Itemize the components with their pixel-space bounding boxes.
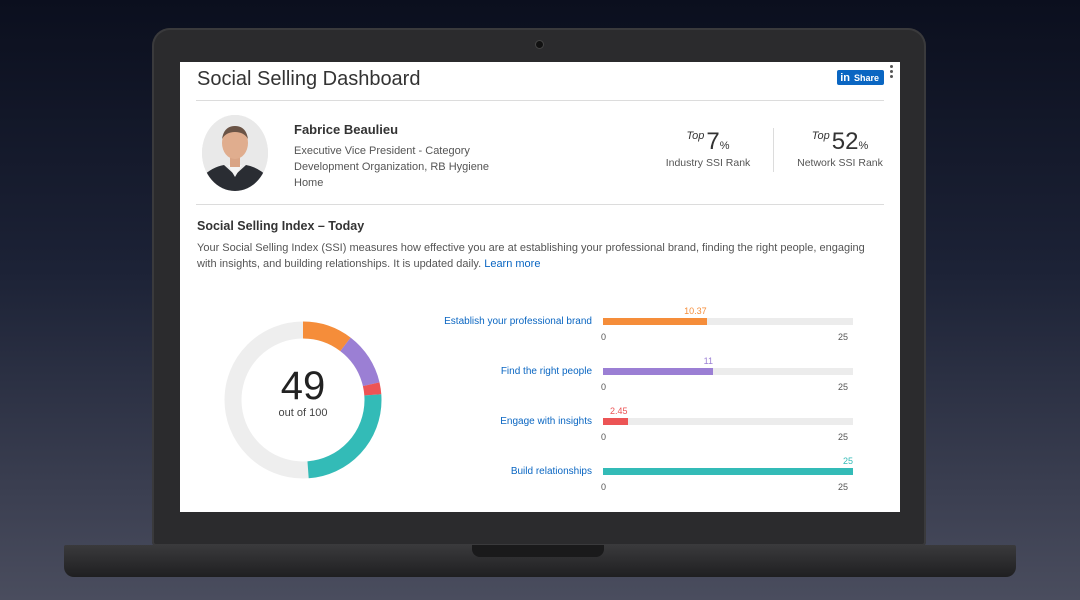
profile-role: Executive Vice President - Category Deve…	[294, 145, 490, 189]
camera-icon	[536, 41, 543, 48]
ssi-description-text: Your Social Selling Index (SSI) measures…	[197, 242, 865, 270]
rank-caption: Industry SSI Rank	[665, 157, 751, 169]
axis-min: 0	[601, 482, 607, 492]
axis-max: 25	[838, 382, 849, 392]
component-label[interactable]: Engage with insights	[500, 416, 592, 427]
rank-unit: %	[719, 140, 730, 152]
donut-segment-3	[224, 321, 382, 479]
rank-separator	[773, 128, 774, 172]
axis-max: 25	[838, 432, 849, 442]
ssi-description: Your Social Selling Index (SSI) measures…	[197, 240, 887, 272]
component-fill	[603, 318, 707, 325]
component-value: 2.45	[609, 406, 628, 416]
component-fill	[603, 368, 713, 375]
axis-max: 25	[838, 482, 849, 492]
component-label[interactable]: Establish your professional brand	[444, 316, 592, 327]
rank-value: 7	[706, 128, 720, 155]
learn-more-link[interactable]: Learn more	[484, 258, 541, 270]
component-fill	[603, 468, 853, 475]
rank-unit: %	[858, 140, 869, 152]
industry-rank: Top7% Industry SSI Rank	[664, 128, 752, 169]
component-value: 11	[703, 356, 713, 366]
profile-name[interactable]: Fabrice Beaulieu	[294, 122, 399, 137]
laptop-notch	[472, 545, 604, 557]
divider	[196, 204, 884, 205]
component-fill	[603, 418, 628, 425]
ssi-score-value: 49	[280, 364, 326, 408]
ssi-donut-chart	[224, 321, 382, 479]
axis-min: 0	[601, 332, 607, 342]
rank-prefix: Top	[811, 130, 830, 142]
component-value: 10.37	[684, 306, 707, 316]
component-track: 25	[603, 456, 853, 475]
axis-min: 0	[601, 432, 607, 442]
axis-max: 25	[838, 332, 849, 342]
component-value: 25	[842, 456, 853, 466]
page-title: Social Selling Dashboard	[197, 68, 421, 90]
network-rank: Top52% Network SSI Rank	[792, 128, 888, 169]
share-label: Share	[853, 72, 879, 83]
component-label[interactable]: Build relationships	[510, 466, 592, 477]
linkedin-icon: in	[840, 71, 850, 84]
ssi-score: 49 out of 100	[224, 365, 382, 419]
more-options-icon[interactable]	[890, 65, 894, 80]
ssi-title: Social Selling Index – Today	[197, 219, 365, 233]
donut-segment-0	[224, 321, 382, 479]
rank-caption: Network SSI Rank	[797, 157, 883, 169]
rank-value: 52	[831, 128, 859, 155]
ssi-score-caption: out of 100	[278, 407, 328, 419]
linkedin-share-button[interactable]: in Share	[837, 70, 884, 85]
component-track: 11	[603, 356, 853, 375]
dashboard-screen: Social Selling Dashboard in Share Fabric…	[180, 62, 900, 512]
axis-min: 0	[601, 382, 607, 392]
divider	[196, 100, 884, 101]
rank-prefix: Top	[686, 130, 705, 142]
component-track: 2.45	[603, 406, 853, 425]
component-label[interactable]: Find the right people	[500, 366, 592, 377]
component-track: 10.37	[603, 306, 853, 325]
avatar	[202, 115, 268, 191]
